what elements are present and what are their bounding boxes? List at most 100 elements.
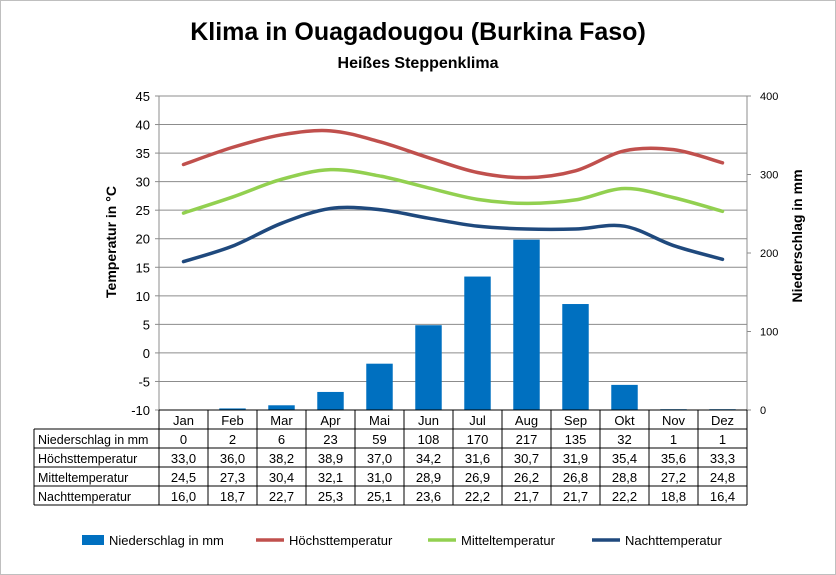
x-tick-label: Aug xyxy=(515,413,538,428)
y-tick-left-label: 5 xyxy=(143,317,150,332)
legend-swatch xyxy=(82,535,104,545)
table-cell-value: 35,4 xyxy=(612,451,637,466)
y-tick-right-label: 400 xyxy=(760,91,778,103)
y-axis-right-label: Niederschlag in mm xyxy=(789,169,805,302)
bar xyxy=(513,239,540,410)
bar xyxy=(464,276,491,410)
x-tick-label: Jan xyxy=(173,413,194,428)
table-row-header: Höchsttemperatur xyxy=(38,452,137,466)
table-cell-value: 26,8 xyxy=(563,470,588,485)
x-tick-label: Jun xyxy=(418,413,439,428)
y-tick-left-label: 15 xyxy=(136,260,150,275)
table-cell-value: 32 xyxy=(617,432,631,447)
table-cell-value: 18,7 xyxy=(220,489,245,504)
y-tick-left-label: 45 xyxy=(136,89,150,104)
table-cell-value: 22,2 xyxy=(465,489,490,504)
x-tick-label: Dez xyxy=(711,413,734,428)
table-cell-value: 27,3 xyxy=(220,470,245,485)
table-cell-value: 27,2 xyxy=(661,470,686,485)
y-axis-left-label: Temperatur in °C xyxy=(103,186,119,298)
x-tick-label: Sep xyxy=(564,413,587,428)
y-tick-left-label: 30 xyxy=(136,175,150,190)
table-cell-value: 108 xyxy=(418,432,440,447)
table-cell-value: 31,0 xyxy=(367,470,392,485)
bar xyxy=(415,325,442,410)
table-cell-value: 33,0 xyxy=(171,451,196,466)
table-cell-value: 2 xyxy=(229,432,236,447)
y-tick-left-label: -5 xyxy=(138,374,150,389)
table-cell-value: 34,2 xyxy=(416,451,441,466)
table-cell-value: 1 xyxy=(719,432,726,447)
table-cell-value: 33,3 xyxy=(710,451,735,466)
table-cell-value: 16,0 xyxy=(171,489,196,504)
table-cell-value: 30,7 xyxy=(514,451,539,466)
series-line xyxy=(181,205,725,264)
table-cell-value: 24,5 xyxy=(171,470,196,485)
table-cell-value: 18,8 xyxy=(661,489,686,504)
table-cell-value: 6 xyxy=(278,432,285,447)
legend-label: Mitteltemperatur xyxy=(461,533,556,548)
y-tick-left-label: 0 xyxy=(143,346,150,361)
table-cell-value: 38,2 xyxy=(269,451,294,466)
bar xyxy=(366,363,393,410)
bar xyxy=(611,384,638,410)
table-cell-value: 37,0 xyxy=(367,451,392,466)
y-tick-left-label: 35 xyxy=(136,146,150,161)
table-cell-value: 28,9 xyxy=(416,470,441,485)
table-row-header: Mitteltemperatur xyxy=(38,471,128,485)
table-cell-value: 25,3 xyxy=(318,489,343,504)
axes: 45 40 35 30 25 20 15 10 5 0 -5 -10 400 300 200 100 0 xyxy=(131,89,778,418)
table-cell-value: 59 xyxy=(372,432,386,447)
table-cell-value: 23,6 xyxy=(416,489,441,504)
legend: Niederschlag in mm Höchsttemperatur Mittel… xyxy=(82,533,722,548)
bar xyxy=(268,405,295,410)
y-tick-right-label: 200 xyxy=(760,248,778,260)
table-cell-value: 21,7 xyxy=(514,489,539,504)
x-tick-label: Nov xyxy=(662,413,686,428)
table-cell-value: 135 xyxy=(565,432,587,447)
table-cell-value: 170 xyxy=(467,432,489,447)
chart-title: Klima in Ouagadougou (Burkina Faso) xyxy=(190,18,646,46)
table-cell-value: 38,9 xyxy=(318,451,343,466)
legend-label: Nachttemperatur xyxy=(625,533,722,548)
table-cell-value: 217 xyxy=(516,432,538,447)
table-cell-value: 28,8 xyxy=(612,470,637,485)
table-cell-value: 23 xyxy=(323,432,337,447)
x-tick-label: Feb xyxy=(221,413,243,428)
x-tick-label: Apr xyxy=(320,413,341,428)
legend-label: Niederschlag in mm xyxy=(109,533,224,548)
precipitation-bars xyxy=(219,239,736,410)
data-table: Jan Feb Mar Apr Mai Jun Jul Aug Sep Okt Nov Dez Nied… xyxy=(33,409,748,506)
y-tick-left-label: 25 xyxy=(136,203,150,218)
table-cell-value: 25,1 xyxy=(367,489,392,504)
table-cell-value: 22,7 xyxy=(269,489,294,504)
table-row-header: Nachttemperatur xyxy=(38,490,131,504)
y-tick-right-label: 0 xyxy=(760,405,766,417)
table-cell-value: 21,7 xyxy=(563,489,588,504)
temperature-lines xyxy=(181,128,725,264)
y-tick-left-label: -10 xyxy=(131,403,150,418)
y-tick-right-label: 300 xyxy=(760,170,778,182)
series-line xyxy=(181,167,725,215)
table-cell-value: 24,8 xyxy=(710,470,735,485)
table-cell-value: 35,6 xyxy=(661,451,686,466)
table-cell-value: 32,1 xyxy=(318,470,343,485)
y-tick-right-label: 100 xyxy=(760,327,778,339)
x-tick-label: Jul xyxy=(469,413,486,428)
x-tick-label: Mar xyxy=(270,413,293,428)
x-tick-label: Okt xyxy=(614,413,635,428)
table-cell-value: 30,4 xyxy=(269,470,294,485)
table-cell-value: 31,9 xyxy=(563,451,588,466)
chart-subtitle: Heißes Steppenklima xyxy=(337,55,499,72)
bar xyxy=(562,304,589,410)
bar xyxy=(219,408,246,410)
table-cell-value: 16,4 xyxy=(710,489,735,504)
table-cell-value: 26,9 xyxy=(465,470,490,485)
table-cell-value: 31,6 xyxy=(465,451,490,466)
y-tick-left-label: 40 xyxy=(136,118,150,133)
series-line xyxy=(181,128,725,180)
bar xyxy=(317,391,344,410)
table-cell-value: 26,2 xyxy=(514,470,539,485)
x-tick-label: Mai xyxy=(369,413,390,428)
